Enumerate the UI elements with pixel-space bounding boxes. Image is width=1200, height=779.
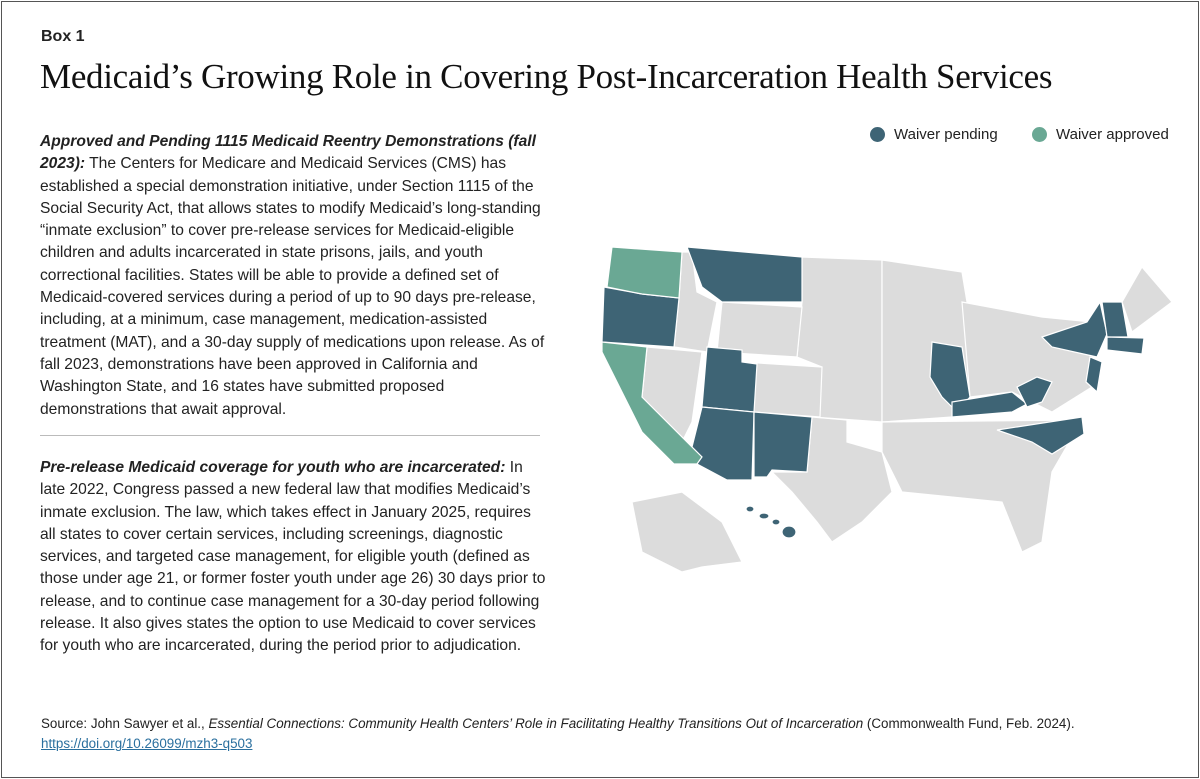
states-other bbox=[631, 251, 1173, 573]
states-approved bbox=[601, 246, 703, 465]
lead: Pre-release Medicaid coverage for youth … bbox=[40, 459, 506, 476]
doi-link[interactable]: https://doi.org/10.26099/mzh3-q503 bbox=[41, 736, 253, 751]
source-suffix: (Commonwealth Fund, Feb. 2024). bbox=[863, 716, 1075, 731]
legend-item: Waiver approved bbox=[1032, 126, 1169, 143]
body-text: In late 2022, Congress passed a new fede… bbox=[40, 459, 546, 655]
states-pending bbox=[601, 246, 1145, 539]
legend-label: Waiver pending bbox=[894, 126, 998, 143]
legend-dot bbox=[1032, 127, 1047, 142]
title: Medicaid’s Growing Role in Covering Post… bbox=[40, 57, 1053, 96]
body-text: The Centers for Medicare and Medicaid Se… bbox=[40, 155, 545, 418]
paragraph: Pre-release Medicaid coverage for youth … bbox=[40, 457, 548, 658]
legend-item: Waiver pending bbox=[870, 126, 998, 143]
source-prefix: Source: John Sawyer et al., bbox=[41, 716, 209, 731]
source: Source: John Sawyer et al., Essential Co… bbox=[41, 714, 1171, 754]
box-label: Box 1 bbox=[41, 28, 85, 45]
legend-dot bbox=[870, 127, 885, 142]
paragraph: Approved and Pending 1115 Medicaid Reent… bbox=[40, 131, 548, 421]
divider bbox=[40, 435, 540, 436]
source-work: Essential Connections: Community Health … bbox=[208, 716, 864, 731]
lead: Approved and Pending 1115 Medicaid Reent… bbox=[40, 133, 536, 173]
legend-label: Waiver approved bbox=[1056, 126, 1169, 143]
